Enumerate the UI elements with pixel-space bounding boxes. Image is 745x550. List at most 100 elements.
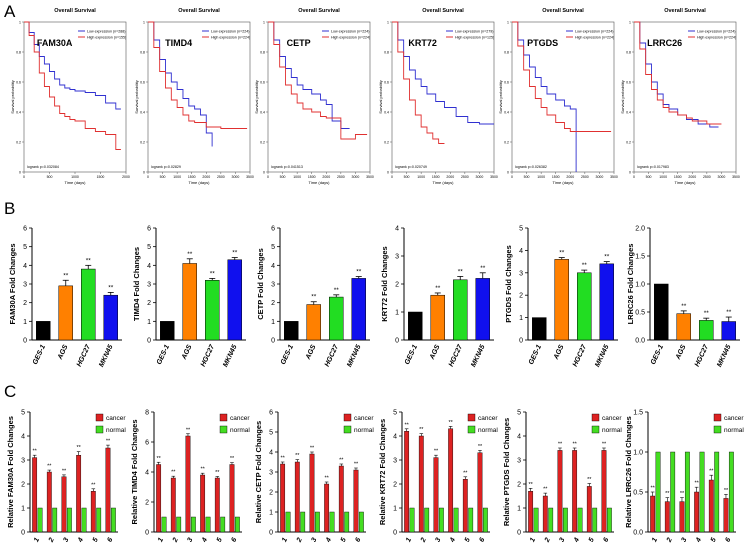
bar-category-label: 5: [464, 537, 472, 544]
bar-category-label: 3: [434, 537, 442, 544]
bar-ytick-label: 0.0: [633, 530, 643, 537]
km-series-line-high: [148, 21, 248, 129]
significance-label: **: [215, 470, 220, 476]
bar-category-label: 4: [201, 537, 209, 544]
km-gene-label: LRRC26: [647, 38, 682, 48]
km-xtick-label: 1000: [417, 175, 425, 179]
km-chart-krt72: Overall Survival 0 0.2 0.4 0.6 0.8 1 0 500 1000 15…: [378, 8, 498, 185]
significance-label: **: [171, 470, 176, 476]
bar: [81, 268, 96, 341]
significance-label: **: [559, 250, 565, 257]
legend-label-cancer: cancer: [230, 415, 250, 422]
bar-category-label: 6: [354, 537, 362, 544]
legend-label-normal: normal: [230, 427, 250, 434]
bar-ytick-label: 3: [517, 458, 521, 465]
km-ytick-label: 0.8: [504, 51, 509, 55]
km-xtick-label: 0: [267, 175, 269, 179]
panel-label-b: B: [4, 199, 15, 218]
bar-chart-ptgds: 0 1 2 3 4 5 PTGDS Fold Changes GES-1 ** AGS ** HGC2…: [504, 226, 618, 369]
km-xtick-label: 3500: [246, 175, 254, 179]
km-xtick-label: 3000: [596, 175, 604, 179]
km-xtick-label: 3500: [732, 175, 740, 179]
km-legend-label: High expression (n=224): [575, 35, 614, 39]
bar-cancer: [418, 435, 424, 533]
bar-cancer: [353, 469, 359, 533]
significance-label: **: [704, 310, 710, 317]
significance-label: **: [310, 446, 315, 452]
km-legend-label: Low expression (n=279): [455, 29, 493, 33]
bar-ytick-label: 0: [271, 338, 275, 345]
km-xtick-label: 2000: [688, 175, 696, 179]
bar-category-label: 1: [157, 537, 165, 544]
significance-label: **: [230, 456, 235, 462]
km-xtick-label: 500: [280, 175, 286, 179]
km-xtick-label: 3500: [490, 175, 498, 179]
bar-cancer: [324, 483, 330, 533]
bar-normal: [110, 507, 116, 533]
bar-ytick-label: 0.5: [635, 310, 645, 317]
km-plot-frame: [147, 21, 251, 173]
significance-label: **: [478, 444, 483, 450]
bar-category-label: 6: [724, 537, 732, 544]
bar-ytick-label: 1: [519, 315, 523, 322]
bar-normal: [670, 451, 676, 533]
bar-normal: [592, 507, 598, 533]
significance-label: **: [604, 254, 610, 261]
km-xtick-label: 2000: [566, 175, 574, 179]
significance-label: **: [334, 287, 340, 294]
km-chart-ptgds: Overall Survival 0 0.2 0.4 0.6 0.8 1 0 500 1000 15…: [498, 8, 618, 185]
bar-cancer: [650, 495, 656, 533]
bar-category-label: HGC27: [572, 343, 589, 368]
panel-label-a: A: [4, 2, 16, 21]
bar-category-label: MKN45: [346, 344, 362, 369]
bar-category-label: AGS: [180, 344, 193, 362]
significance-label: **: [354, 462, 359, 468]
bar: [103, 294, 118, 341]
bar-category-label: 3: [186, 537, 194, 544]
bar: [329, 296, 344, 341]
bar: [453, 279, 468, 341]
bar-chart-krt72: 0 1 2 3 4 KRT72 Fold Changes GES-1 ** AGS ** HGC27…: [380, 226, 494, 368]
bar-ytick-label: 4: [269, 450, 273, 457]
bar-ylabel: Relative TIMD4 Fold Changes: [130, 419, 139, 524]
bar-category-label: 5: [710, 537, 718, 544]
significance-label: **: [726, 309, 732, 316]
km-xtick-label: 2500: [703, 175, 711, 179]
bar: [676, 313, 691, 341]
bar-cancer: [156, 464, 162, 533]
bar-category-label: 5: [340, 537, 348, 544]
bar-ytick-label: 1.0: [633, 450, 643, 457]
bar-ytick-label: 2: [21, 482, 25, 489]
bar-category-label: AGS: [552, 344, 565, 362]
bar-category-label: 2: [665, 537, 673, 544]
legend-swatch-normal: [219, 425, 228, 434]
bar-cancer: [214, 477, 220, 533]
km-title: Overall Survival: [422, 8, 464, 14]
legend-label-normal: normal: [106, 427, 126, 434]
bar-category-label: 1: [651, 537, 659, 544]
significance-label: **: [434, 449, 439, 455]
bar-category-label: MKN45: [594, 344, 610, 369]
km-xtick-label: 2000: [122, 175, 130, 179]
km-series-line-low: [24, 21, 121, 110]
bar-cancer: [309, 453, 315, 533]
significance-label: **: [47, 464, 52, 470]
bar-chart-lrrc26: 0.0 0.5 1.0 1.5 2.0 LRRC26 Fold Changes GES-1 *…: [626, 226, 740, 368]
bar-category-label: 1: [529, 537, 537, 544]
km-gene-label: PTGDS: [527, 38, 558, 48]
km-ytick-label: 0.4: [140, 111, 145, 115]
bar-ytick-label: 1: [269, 510, 273, 517]
km-title: Overall Survival: [664, 8, 706, 14]
legend-swatch-normal: [713, 425, 722, 434]
km-title: Overall Survival: [298, 8, 340, 14]
bar-ylabel: Relative LRRC26 Fold Changes: [624, 416, 633, 528]
km-ytick-label: 0.6: [626, 81, 631, 85]
km-chart-cetp: Overall Survival 0 0.2 0.4 0.6 0.8 1 0 500 1000 15…: [254, 8, 374, 185]
bar-ylabel: TIMD4 Fold Changes: [132, 247, 141, 321]
bar-normal: [37, 507, 43, 533]
bar-cancer: [76, 455, 82, 533]
legend-swatch-cancer: [219, 413, 228, 422]
bar: [351, 278, 366, 341]
bar-category-label: 5: [92, 537, 100, 544]
bar-category-label: HGC27: [76, 343, 93, 368]
